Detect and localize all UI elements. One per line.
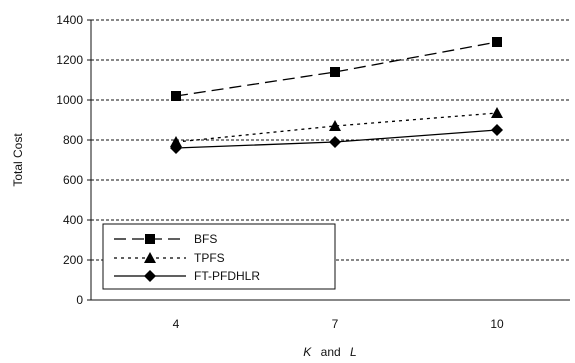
y-tick-label: 1200 (56, 53, 83, 67)
x-tick-label: 10 (490, 317, 504, 331)
axes (90, 20, 570, 301)
data-point (170, 136, 182, 147)
legend-marker (144, 270, 156, 282)
y-tick-label: 1400 (56, 13, 83, 27)
x-axis-label-and: and (321, 345, 341, 359)
x-axis-label: K and L (303, 345, 356, 359)
series-tpfs (170, 107, 503, 147)
x-axis-label-l: L (350, 345, 357, 359)
data-point (330, 67, 340, 77)
y-tick-label: 800 (63, 133, 83, 147)
y-tick-label: 200 (63, 253, 83, 267)
legend-marker (145, 234, 155, 244)
legend-entry: FT-PFDHLR (114, 269, 260, 283)
legend-box (102, 223, 336, 290)
series (170, 37, 503, 154)
y-tick-label: 400 (63, 213, 83, 227)
series-bfs (171, 37, 502, 101)
data-point (491, 107, 503, 118)
legend-label: FT-PFDHLR (194, 269, 260, 283)
y-tick-labels: 0 200 400 600 800 1000 1200 1400 (56, 13, 91, 307)
x-tick-labels: 4 7 10 (173, 317, 504, 331)
legend: BFS TPFS FT-PFDHLR (102, 223, 336, 290)
legend-marker (144, 252, 156, 263)
data-point (492, 37, 502, 47)
series-ft-pfdhlr (170, 124, 503, 154)
series-line (175, 41, 498, 97)
legend-label: TPFS (194, 251, 225, 265)
data-point (170, 142, 182, 154)
legend-entry: BFS (114, 232, 217, 246)
legend-label: BFS (194, 232, 217, 246)
y-tick-label: 1000 (56, 93, 83, 107)
y-tick-label: 0 (76, 293, 83, 307)
series-line (175, 112, 498, 143)
data-point (329, 120, 341, 131)
y-tick-label: 600 (63, 173, 83, 187)
data-point (491, 124, 503, 136)
x-tick-label: 4 (173, 317, 180, 331)
y-axis-label: Total Cost (11, 133, 25, 187)
data-point (329, 136, 341, 148)
legend-entry: TPFS (114, 251, 225, 265)
data-point (171, 91, 181, 101)
x-tick-label: 7 (332, 317, 339, 331)
x-axis-label-k: K (303, 345, 312, 359)
